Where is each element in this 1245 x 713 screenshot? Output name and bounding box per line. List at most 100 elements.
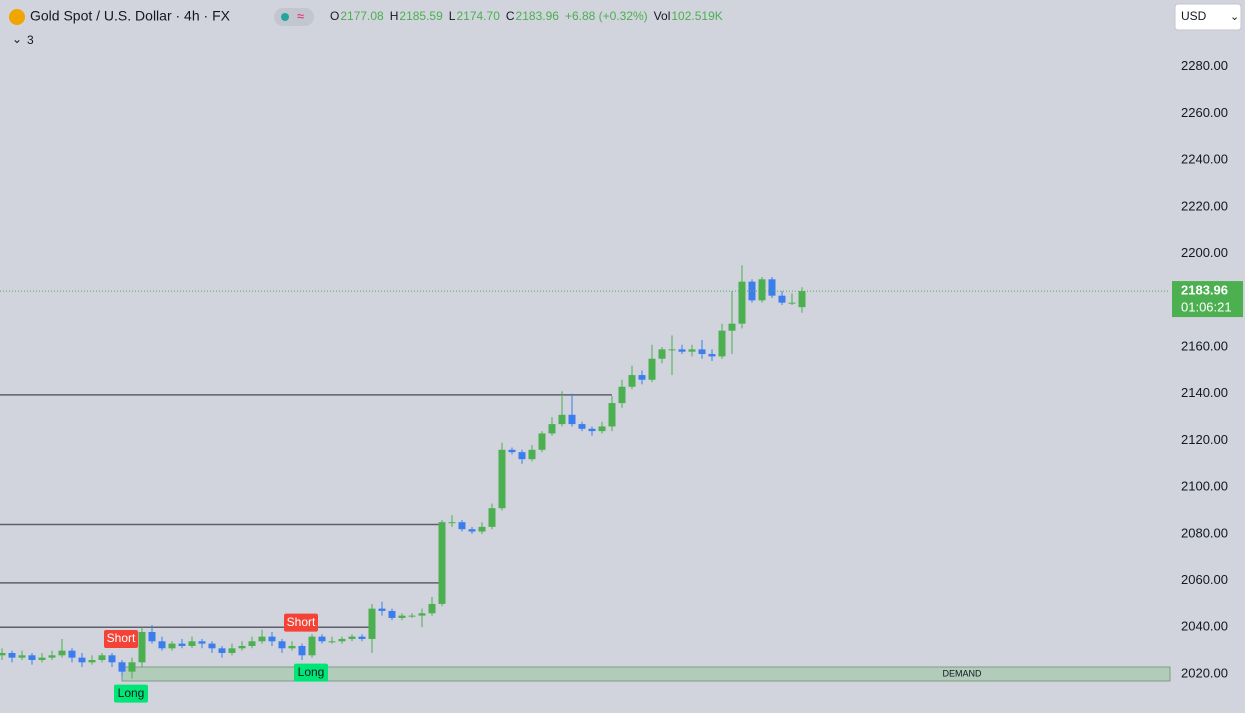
candle-body xyxy=(588,428,596,432)
symbol-icon xyxy=(9,9,25,25)
candle-body xyxy=(398,615,406,618)
candle-body xyxy=(718,330,726,357)
candle-body xyxy=(408,615,416,617)
legend-value: 102.519K xyxy=(671,9,722,23)
candle-body xyxy=(218,648,226,653)
legend-value: 2177.08 xyxy=(340,9,384,23)
candle-body xyxy=(668,349,676,351)
candle-body xyxy=(198,641,206,644)
candle-body xyxy=(478,526,486,532)
y-tick-label: 2220.00 xyxy=(1181,198,1228,213)
candle-body xyxy=(578,424,586,429)
candle-body xyxy=(758,279,766,301)
legend-value: 2174.70 xyxy=(456,9,500,23)
candle-body xyxy=(308,636,316,656)
y-tick-label: 2060.00 xyxy=(1181,572,1228,587)
candle-body xyxy=(358,636,366,639)
status-dot xyxy=(281,13,289,21)
candle-body xyxy=(38,657,46,660)
candle-body xyxy=(268,636,276,642)
zone-label: DEMAND xyxy=(942,668,982,678)
currency-label[interactable]: USD xyxy=(1181,9,1207,23)
candle-body xyxy=(708,354,716,357)
candle-body xyxy=(688,349,696,352)
candle-body xyxy=(778,295,786,303)
candle-body xyxy=(278,641,286,649)
candle-body xyxy=(538,433,546,450)
signal-badge xyxy=(284,613,318,632)
candle-body xyxy=(318,636,326,642)
candle-body xyxy=(448,522,456,524)
candle-body xyxy=(78,657,86,663)
candle-body xyxy=(598,426,606,432)
candle-body xyxy=(618,386,626,404)
y-tick-label: 2040.00 xyxy=(1181,619,1228,634)
signal-label: Short xyxy=(107,631,136,645)
chevron[interactable]: ⌄ xyxy=(12,32,22,46)
indicator-count[interactable]: 3 xyxy=(27,33,34,47)
legend-key: L xyxy=(449,9,456,23)
candle-body xyxy=(738,281,746,324)
candle-body xyxy=(488,508,496,527)
candle-body xyxy=(98,655,106,660)
candle-body xyxy=(298,645,306,656)
candle-body xyxy=(638,375,646,380)
candle-body xyxy=(568,414,576,425)
candle-body xyxy=(118,662,126,672)
candle-body xyxy=(68,650,76,658)
candle-body xyxy=(748,281,756,301)
candle-body xyxy=(728,323,736,331)
demand-zone xyxy=(121,666,1171,682)
candle-body xyxy=(128,662,136,672)
signal-label: Short xyxy=(287,615,316,629)
y-tick-label: 2280.00 xyxy=(1181,58,1228,73)
candle-body xyxy=(428,603,436,614)
candle-body xyxy=(168,643,176,649)
status-icon: ≈ xyxy=(297,8,304,23)
candle-body xyxy=(328,641,336,643)
status-pill xyxy=(274,8,314,26)
candle-body xyxy=(378,608,386,611)
y-tick-label: 2160.00 xyxy=(1181,338,1228,353)
candle-body xyxy=(148,631,156,642)
candle-body xyxy=(558,414,566,425)
y-tick-label: 2080.00 xyxy=(1181,525,1228,540)
candle-body xyxy=(548,424,556,434)
signal-badge xyxy=(294,663,328,682)
last-price-label: 2183.96 xyxy=(1181,283,1228,298)
candle-body xyxy=(258,636,266,642)
candle-body xyxy=(88,659,96,663)
candle-body xyxy=(338,638,346,642)
candle-body xyxy=(528,449,536,460)
candle-body xyxy=(48,655,56,658)
y-tick-label: 2020.00 xyxy=(1181,665,1228,680)
legend-key: C xyxy=(506,9,515,23)
dropdown-arrow[interactable]: ⌄ xyxy=(1230,11,1239,23)
chart-title: Gold Spot / U.S. Dollar · 4h · FX xyxy=(30,8,231,24)
signal-badge xyxy=(114,684,148,703)
countdown: 01:06:21 xyxy=(1181,300,1232,315)
y-tick-label: 2200.00 xyxy=(1181,245,1228,260)
legend-value: 2183.96 xyxy=(516,9,560,23)
candle-body xyxy=(348,636,356,639)
legend-key: H xyxy=(390,9,399,23)
candle-body xyxy=(18,655,26,658)
y-tick-label: 2260.00 xyxy=(1181,105,1228,120)
legend-change: +6.88 (+0.32%) xyxy=(565,9,648,23)
y-tick-label: 2100.00 xyxy=(1181,479,1228,494)
currency-select[interactable] xyxy=(1174,3,1242,31)
candle-body xyxy=(0,652,6,656)
signal-badge xyxy=(104,629,138,648)
candle-body xyxy=(798,291,806,308)
candle-body xyxy=(178,643,186,646)
candle-body xyxy=(248,641,256,646)
candle-body xyxy=(658,349,666,359)
candle-body xyxy=(468,529,476,532)
candle-body xyxy=(288,645,296,649)
candle-body xyxy=(8,652,16,658)
candle-body xyxy=(58,650,66,656)
candle-body xyxy=(788,302,796,304)
candle-body xyxy=(678,349,686,352)
